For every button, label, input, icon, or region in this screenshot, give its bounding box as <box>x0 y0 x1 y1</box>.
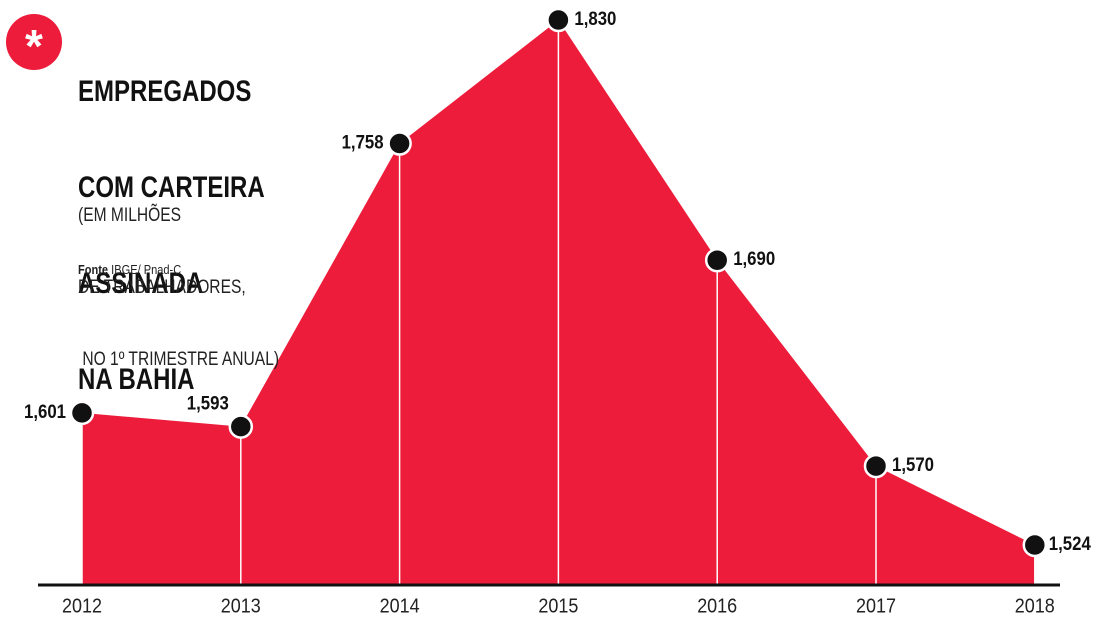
point <box>1022 532 1048 558</box>
x-tick-label: 2015 <box>538 595 578 617</box>
icon <box>6 14 62 70</box>
x-tick-label: 2013 <box>221 595 261 617</box>
x-tick-label: 2016 <box>697 595 737 617</box>
source: Fonte IBGE/ Pnad-C <box>78 262 181 277</box>
value-label: 1,758 <box>342 133 384 154</box>
subtitle: (EM MILHÕES DE TRABALHADORES, NO 1º TRIM… <box>78 156 279 396</box>
x-tick-label: 2018 <box>1015 595 1055 617</box>
chart-title: EMPREGADOS COM CARTEIRA ASSINADA NA BAHI… <box>78 12 265 428</box>
subtitle-line: DE TRABALHADORES, <box>78 277 246 298</box>
icon-asterisk: * <box>25 20 43 72</box>
value-label: 1,593 <box>187 394 229 415</box>
value-label: 1,690 <box>733 249 775 270</box>
value-label: 1,830 <box>574 9 616 30</box>
point <box>863 453 889 479</box>
title-line: EMPREGADOS <box>78 75 252 108</box>
point <box>704 247 730 273</box>
title-line: COM CARTEIRA <box>78 171 265 204</box>
source-text: IBGE/ Pnad-C <box>111 262 182 277</box>
x-tick-label: 2014 <box>380 595 420 617</box>
value-label: 1,570 <box>892 455 934 476</box>
point <box>387 131 412 156</box>
value-label: 1,601 <box>24 402 66 423</box>
subtitle-line: NO 1º TRIMESTRE ANUAL) <box>78 349 280 370</box>
source-label: Fonte <box>78 262 109 277</box>
title-line: ASSINADA <box>78 267 204 300</box>
point <box>228 414 254 439</box>
point <box>546 7 571 33</box>
point <box>69 400 95 426</box>
x-tick-label: 2012 <box>62 595 102 617</box>
value-label: 1,524 <box>1049 534 1091 555</box>
subtitle-line: (EM MILHÕES <box>78 205 182 226</box>
x-tick-label: 2017 <box>856 595 896 617</box>
title-line: NA BAHIA <box>78 363 195 396</box>
